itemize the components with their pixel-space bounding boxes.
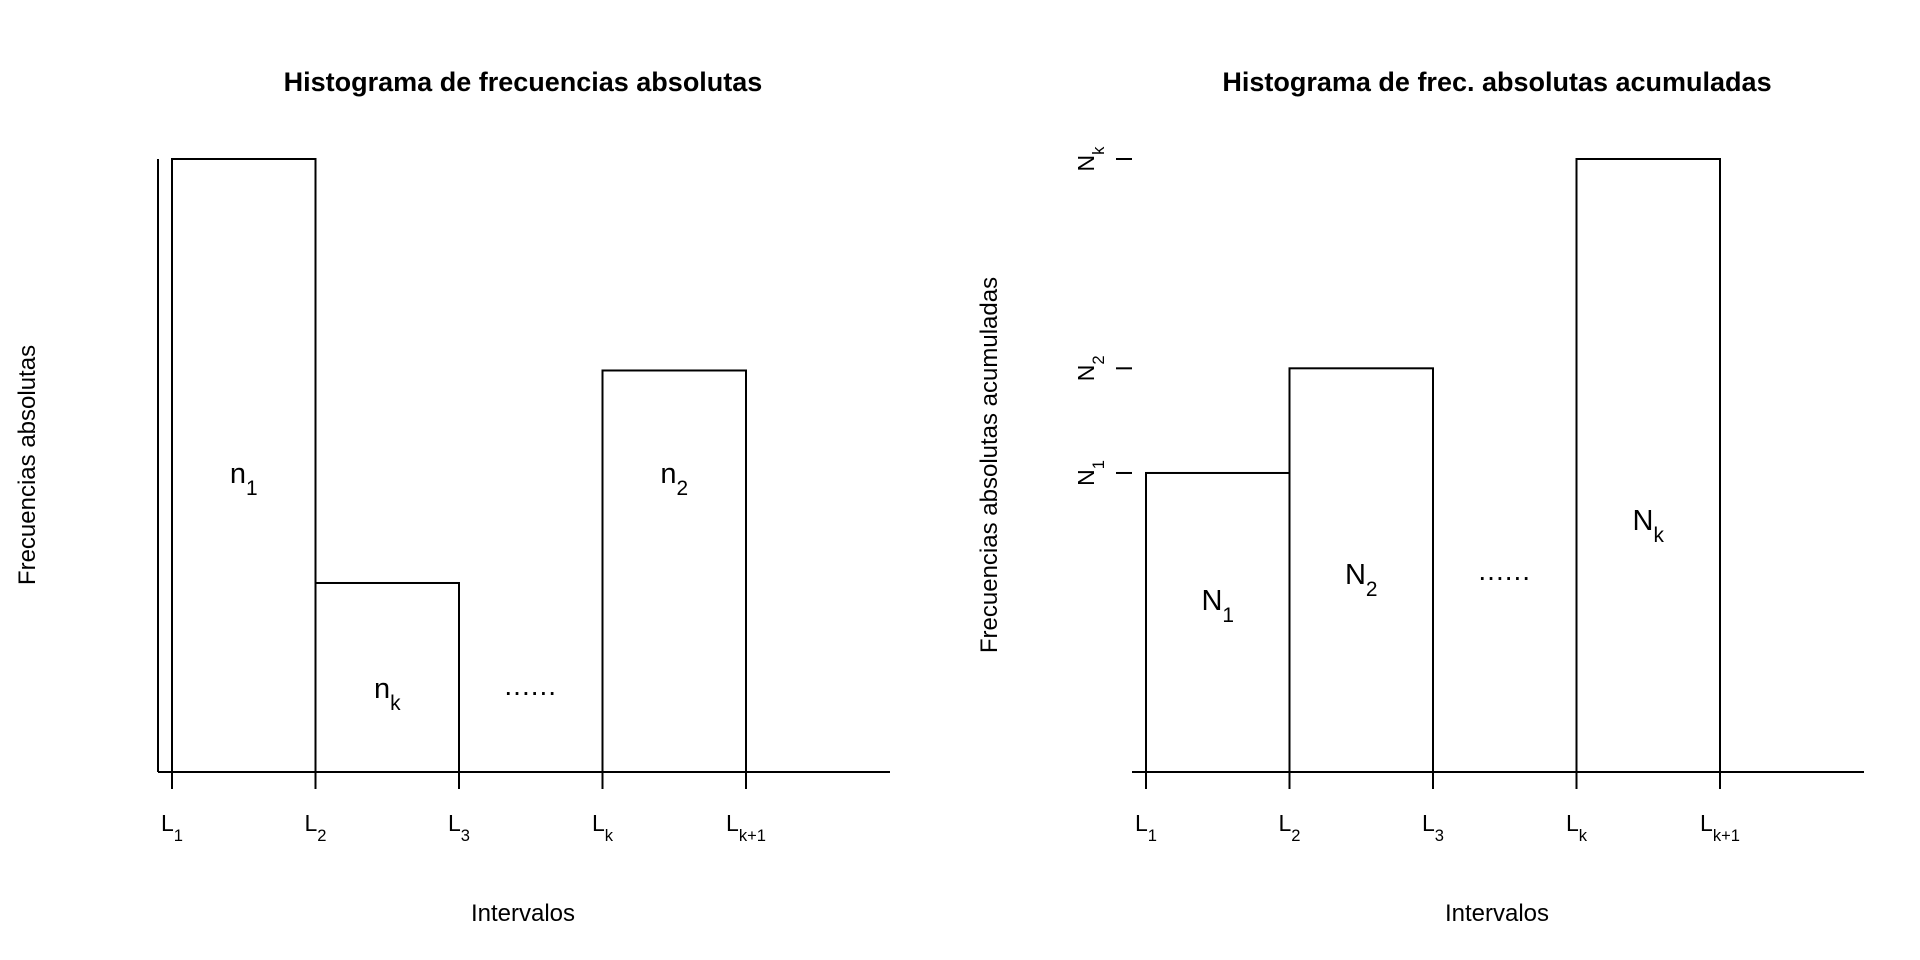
x-tick-label: L2	[1279, 810, 1301, 845]
x-tick-label: Lk	[592, 810, 614, 845]
x-tick-label: Lk	[1566, 810, 1588, 845]
histogram-bar	[1145, 471, 1291, 773]
histogram-bar	[601, 369, 747, 773]
chart-title: Histograma de frecuencias absolutas	[284, 67, 763, 97]
bar-label: N1	[1201, 585, 1234, 627]
x-tick-label: Lk+1	[726, 810, 766, 845]
y-axis-label: Frecuencias absolutas acumuladas	[976, 277, 1003, 653]
x-tick-label: L3	[1422, 810, 1444, 845]
y-tick-label: N2	[1073, 355, 1108, 381]
histogram-bar	[1575, 158, 1721, 773]
cumulative-frequency-chart: Histograma de frec. absolutas acumuladas…	[976, 67, 1864, 927]
x-tick-label: Lk+1	[1700, 810, 1740, 845]
x-tick-label: L2	[305, 810, 327, 845]
bar-label: n1	[230, 458, 258, 500]
y-tick-label: Nk	[1073, 146, 1108, 172]
ellipsis-gap-marker: ......	[1478, 555, 1531, 586]
histogram-bar	[171, 158, 317, 773]
bar-label: nk	[374, 673, 401, 715]
chart-title: Histograma de frec. absolutas acumuladas	[1222, 67, 1771, 97]
x-tick-label: L3	[448, 810, 470, 845]
histogram-bar	[314, 581, 460, 773]
y-axis-label: Frecuencias absolutas	[14, 345, 41, 585]
absolute-frequency-histogram: Histograma de frecuencias absolutas n1 nk n…	[14, 67, 890, 927]
bar-label: N2	[1345, 559, 1378, 601]
x-tick-label: L1	[161, 810, 183, 845]
y-tick-label: N1	[1073, 460, 1108, 486]
x-axis-label: Intervalos	[471, 900, 575, 927]
x-tick-label: L1	[1135, 810, 1157, 845]
ellipsis-gap-marker: ......	[504, 670, 557, 701]
absolute-frequency-chart: Histograma de frecuencias absolutas n1 nk n…	[14, 67, 890, 927]
bar-label: n2	[660, 458, 688, 500]
x-axis-label: Intervalos	[1445, 900, 1549, 927]
cumulative-frequency-histogram: Histograma de frec. absolutas acumuladas…	[960, 0, 1920, 960]
histogram-bar	[1288, 367, 1434, 773]
bar-label: Nk	[1633, 505, 1665, 547]
